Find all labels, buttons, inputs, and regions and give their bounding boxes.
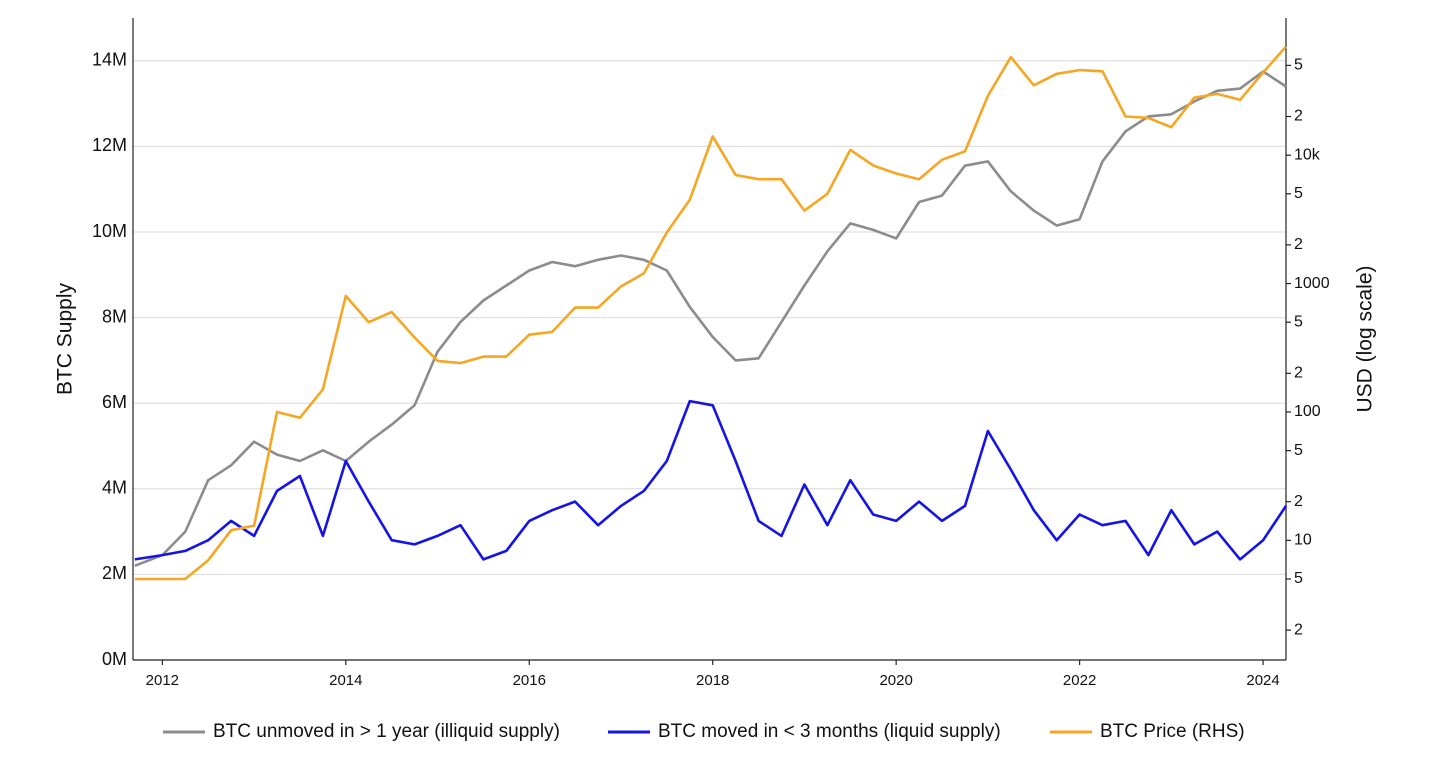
- x-tick-label: 2012: [146, 672, 179, 689]
- y2-tick-label: 10: [1294, 532, 1312, 549]
- y2-tick-label: 100: [1294, 403, 1321, 420]
- y2-tick-label: 5: [1294, 57, 1303, 74]
- legend-label: BTC unmoved in > 1 year (illiquid supply…: [213, 721, 560, 742]
- y-tick-label: 6M: [102, 392, 127, 412]
- y-tick-label: 0M: [102, 649, 127, 669]
- y2-tick-label: 2: [1294, 493, 1303, 510]
- y-tick-label: 2M: [102, 563, 127, 583]
- y2-tick-label: 10k: [1294, 146, 1321, 163]
- y-tick-label: 8M: [102, 306, 127, 326]
- y2-axis-label: USD (log scale): [1354, 265, 1377, 412]
- y-tick-label: 14M: [92, 50, 127, 70]
- x-tick-label: 2024: [1246, 672, 1279, 689]
- y2-tick-label: 2: [1294, 108, 1303, 125]
- legend-label: BTC Price (RHS): [1100, 721, 1245, 742]
- series-line: [134, 399, 1288, 561]
- y2-tick-label: 2: [1294, 236, 1303, 253]
- series-line: [134, 45, 1287, 581]
- y2-tick-label: 1000: [1294, 275, 1330, 292]
- y-axis-label: BTC Supply: [54, 282, 77, 395]
- series-line: [134, 70, 1287, 568]
- y-tick-label: 12M: [92, 135, 127, 155]
- y2-tick-label: 5: [1294, 570, 1303, 587]
- y2-tick-label: 5: [1294, 313, 1303, 330]
- y2-tick-label: 2: [1294, 621, 1303, 638]
- x-tick-label: 2014: [329, 672, 362, 689]
- y-tick-label: 4M: [102, 478, 127, 498]
- y2-tick-label: 5: [1294, 442, 1303, 459]
- legend-label: BTC moved in < 3 months (liquid supply): [658, 721, 1001, 742]
- x-tick-label: 2020: [879, 672, 912, 689]
- y2-tick-label: 5: [1294, 185, 1303, 202]
- x-tick-label: 2018: [696, 672, 729, 689]
- x-tick-label: 2016: [513, 672, 546, 689]
- x-tick-label: 2022: [1063, 672, 1096, 689]
- y2-tick-label: 2: [1294, 365, 1303, 382]
- y-tick-label: 10M: [92, 221, 127, 241]
